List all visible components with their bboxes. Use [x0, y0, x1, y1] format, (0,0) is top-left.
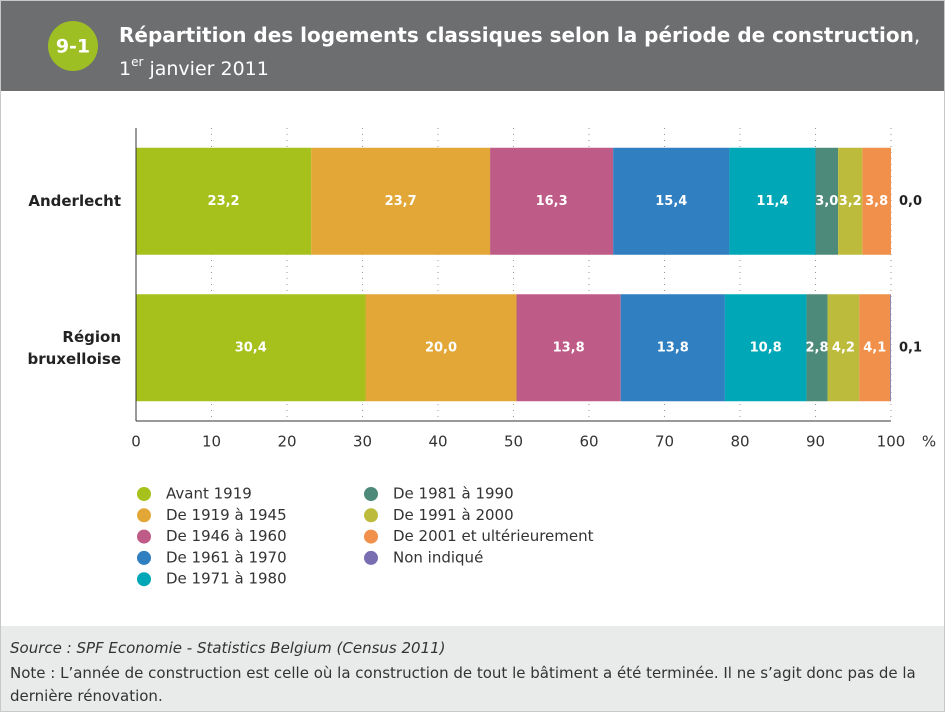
- legend-label: De 2001 et ultérieurement: [393, 527, 594, 545]
- legend-swatch: [137, 550, 151, 565]
- x-tick-label: 20: [277, 433, 296, 451]
- subtitle-day: 1: [119, 58, 131, 80]
- x-tick-label: 60: [579, 433, 598, 451]
- value-label: 3,8: [865, 194, 888, 209]
- x-tick-label: 70: [655, 433, 674, 451]
- legend-label: De 1946 à 1960: [166, 527, 287, 545]
- bar-segment: [729, 147, 816, 255]
- bar-segment: [620, 294, 725, 402]
- legend-label: Avant 1919: [166, 485, 252, 503]
- value-label: 16,3: [536, 194, 568, 209]
- legend-swatch: [364, 550, 378, 565]
- x-tick-label: 10: [202, 433, 221, 451]
- value-label: 20,0: [425, 340, 457, 355]
- value-label: 4,2: [832, 340, 855, 355]
- bar-segment: [516, 294, 621, 402]
- chart-title: Répartition des logements classiques sel…: [119, 23, 920, 47]
- legend-label: De 1991 à 2000: [393, 506, 514, 524]
- legend-swatch: [364, 487, 378, 501]
- bar-segment: [815, 147, 839, 255]
- x-unit: %: [922, 433, 936, 451]
- value-label: 13,8: [553, 340, 585, 355]
- bar-segment: [890, 294, 891, 402]
- note: Note : L’année de construction est celle…: [10, 664, 916, 705]
- bar-segment: [862, 147, 891, 255]
- value-label: 30,4: [235, 340, 267, 355]
- bar-segment: [806, 294, 828, 402]
- bar-segment: [838, 147, 863, 255]
- legend-label: De 1919 à 1945: [166, 506, 287, 524]
- value-label: 13,8: [657, 340, 689, 355]
- legend-label: De 1971 à 1980: [166, 570, 287, 588]
- value-label: 4,1: [863, 340, 886, 355]
- bar-segment: [136, 294, 366, 402]
- x-tick-label: 100: [877, 433, 906, 451]
- subtitle-rest: janvier 2011: [143, 58, 268, 80]
- legend-swatch: [137, 529, 151, 544]
- badge-circle: [48, 21, 98, 71]
- bar-segment: [613, 147, 730, 255]
- legend-swatch: [137, 487, 151, 501]
- value-label: 15,4: [655, 194, 687, 209]
- value-label: 2,8: [805, 340, 828, 355]
- bar-segment: [311, 147, 491, 255]
- x-tick-label: 90: [806, 433, 825, 451]
- title-main: Répartition des logements classiques sel…: [119, 23, 914, 47]
- bar-segment: [859, 294, 891, 402]
- value-label: 0,1: [899, 340, 922, 355]
- bar-segment: [490, 147, 614, 255]
- legend-swatch: [364, 529, 378, 544]
- value-label: 11,4: [756, 194, 788, 209]
- source: Source : SPF Economie - Statistics Belgi…: [10, 639, 446, 657]
- header-band: [1, 1, 944, 91]
- x-tick-label: 80: [730, 433, 749, 451]
- y-tick-label: Région bruxelloise: [27, 327, 122, 368]
- legend-label: Non indiqué: [393, 548, 483, 566]
- value-label: 23,7: [385, 194, 417, 209]
- value-label: 3,2: [839, 194, 862, 209]
- value-label: 3,0: [815, 194, 838, 209]
- x-tick-label: 30: [353, 433, 372, 451]
- chart-subtitle: 1er janvier 2011: [119, 55, 269, 80]
- title-punct: ,: [914, 23, 920, 47]
- bar-segment: [136, 147, 312, 255]
- subtitle-sup: er: [131, 55, 143, 69]
- footer: Source : SPF Economie - Statistics Belgi…: [1, 626, 944, 711]
- legend-swatch: [137, 572, 151, 587]
- legend-swatch: [364, 508, 378, 523]
- y-tick-label: Anderlecht: [28, 192, 121, 211]
- chart: 9-1 Répartition des logements classiques…: [1, 1, 944, 588]
- x-tick-label: 40: [428, 433, 447, 451]
- value-label: 23,2: [208, 194, 240, 209]
- bar-segment: [724, 294, 807, 402]
- bar-segment: [365, 294, 517, 402]
- value-label: 0,0: [899, 194, 922, 209]
- legend-label: De 1981 à 1990: [393, 485, 514, 503]
- bar-segment: [827, 294, 860, 402]
- x-tick-label: 50: [504, 433, 523, 451]
- badge: 9-1: [56, 36, 90, 58]
- legend-label: De 1961 à 1970: [166, 548, 287, 566]
- legend-swatch: [137, 508, 151, 523]
- x-tick-label: 0: [131, 433, 141, 451]
- value-label: 10,8: [750, 340, 782, 355]
